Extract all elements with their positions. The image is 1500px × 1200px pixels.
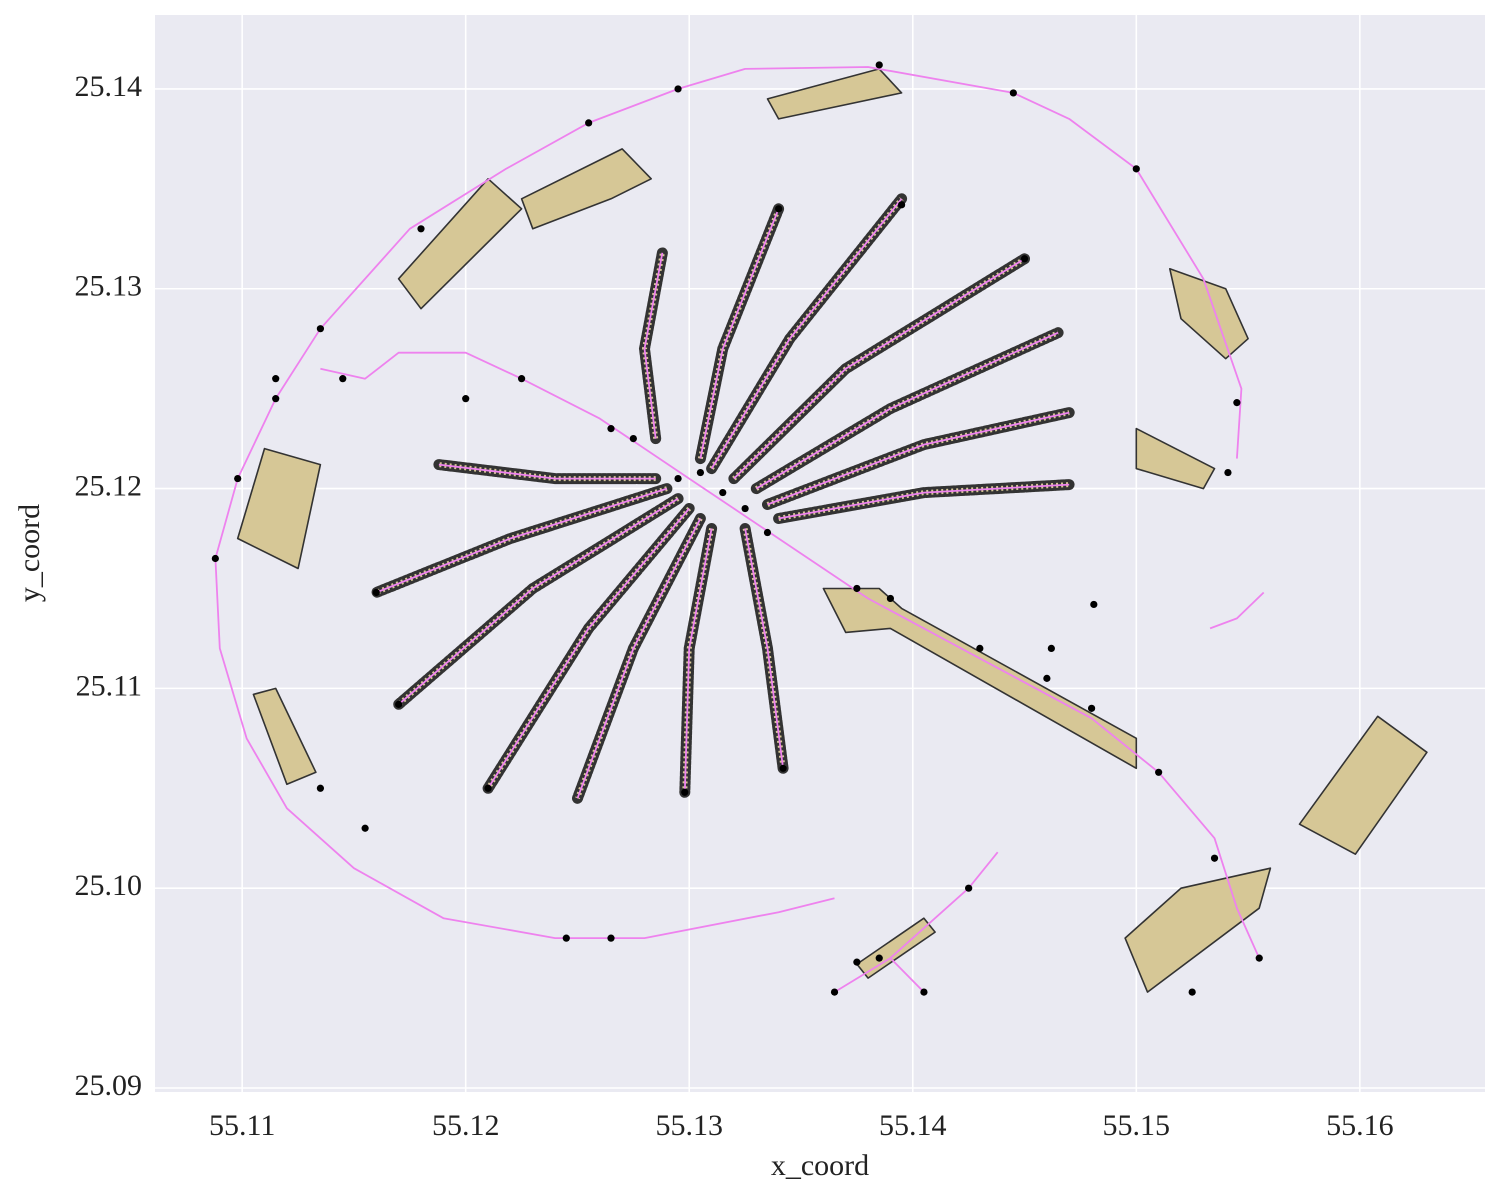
node bbox=[316, 784, 325, 792]
node bbox=[316, 325, 325, 333]
building bbox=[1135, 427, 1216, 490]
node bbox=[272, 395, 280, 403]
road bbox=[889, 957, 925, 993]
node bbox=[1087, 704, 1096, 712]
node bbox=[272, 375, 280, 383]
node bbox=[741, 504, 749, 513]
node bbox=[886, 594, 895, 603]
node bbox=[607, 425, 615, 433]
node bbox=[1020, 255, 1029, 263]
building bbox=[1298, 715, 1428, 855]
x-tick-label: 55.15 bbox=[1103, 1109, 1171, 1142]
node bbox=[417, 225, 425, 233]
frond-road bbox=[643, 252, 664, 439]
node bbox=[853, 958, 861, 966]
node bbox=[681, 788, 689, 796]
node bbox=[1043, 674, 1051, 682]
node bbox=[775, 205, 783, 213]
node bbox=[976, 644, 984, 653]
node bbox=[853, 584, 861, 593]
building bbox=[520, 148, 652, 230]
frond-road bbox=[767, 411, 1070, 506]
node bbox=[875, 61, 883, 69]
node bbox=[875, 954, 883, 962]
frond-road bbox=[683, 528, 713, 793]
node bbox=[462, 395, 470, 403]
node bbox=[629, 435, 637, 443]
building bbox=[766, 68, 903, 120]
node bbox=[719, 488, 727, 497]
node bbox=[607, 934, 615, 942]
frond-road bbox=[710, 198, 903, 470]
node bbox=[1009, 89, 1017, 97]
node bbox=[372, 588, 380, 597]
node bbox=[1210, 854, 1219, 862]
y-tick-label: 25.09 bbox=[75, 1069, 143, 1102]
node bbox=[779, 764, 787, 772]
node bbox=[1224, 468, 1232, 477]
y-tick-label: 25.14 bbox=[75, 70, 143, 103]
node bbox=[965, 884, 973, 892]
node bbox=[585, 119, 593, 127]
node bbox=[1255, 954, 1263, 962]
frond-road bbox=[778, 483, 1070, 520]
node bbox=[395, 700, 403, 708]
node bbox=[517, 375, 526, 383]
node bbox=[696, 468, 705, 477]
road bbox=[320, 351, 522, 380]
node bbox=[1090, 600, 1098, 609]
frond-road bbox=[699, 208, 780, 459]
building bbox=[236, 447, 322, 570]
node bbox=[674, 474, 682, 483]
x-tick-label: 55.12 bbox=[432, 1109, 500, 1142]
building bbox=[252, 687, 317, 786]
node bbox=[211, 554, 219, 563]
node bbox=[361, 824, 369, 832]
y-tick-label: 25.11 bbox=[76, 669, 142, 702]
node bbox=[763, 528, 772, 537]
x-tick-label: 55.11 bbox=[209, 1109, 275, 1142]
building bbox=[397, 178, 523, 310]
road bbox=[1209, 591, 1265, 630]
frond-road bbox=[398, 497, 679, 706]
frond-road bbox=[487, 507, 690, 789]
node bbox=[1188, 988, 1196, 996]
node bbox=[674, 85, 682, 93]
frond-road bbox=[438, 463, 656, 480]
node bbox=[1233, 399, 1241, 407]
node bbox=[1132, 165, 1140, 173]
frond-road bbox=[375, 487, 668, 594]
node bbox=[1047, 644, 1055, 653]
road bbox=[521, 377, 1261, 959]
frond-road bbox=[576, 518, 702, 799]
node bbox=[562, 934, 570, 942]
frond-road bbox=[733, 258, 1025, 480]
road bbox=[834, 851, 999, 993]
node bbox=[234, 474, 242, 483]
node bbox=[484, 784, 492, 792]
x-tick-label: 55.14 bbox=[879, 1109, 947, 1142]
building bbox=[1169, 268, 1249, 360]
x-tick-label: 55.13 bbox=[655, 1109, 723, 1142]
y-tick-label: 25.12 bbox=[75, 469, 143, 502]
x-tick-label: 55.16 bbox=[1326, 1109, 1394, 1142]
frond-road bbox=[744, 528, 784, 769]
node bbox=[830, 988, 839, 996]
y-tick-label: 25.13 bbox=[75, 270, 143, 303]
node bbox=[897, 201, 906, 209]
node bbox=[1155, 768, 1163, 776]
x-axis-label: x_coord bbox=[771, 1149, 869, 1182]
frond-road bbox=[755, 331, 1059, 490]
plot-area bbox=[155, 15, 1485, 1092]
y-axis-label: y_coord bbox=[13, 504, 46, 602]
y-tick-label: 25.10 bbox=[75, 869, 143, 902]
node bbox=[339, 375, 347, 383]
node bbox=[920, 988, 928, 996]
